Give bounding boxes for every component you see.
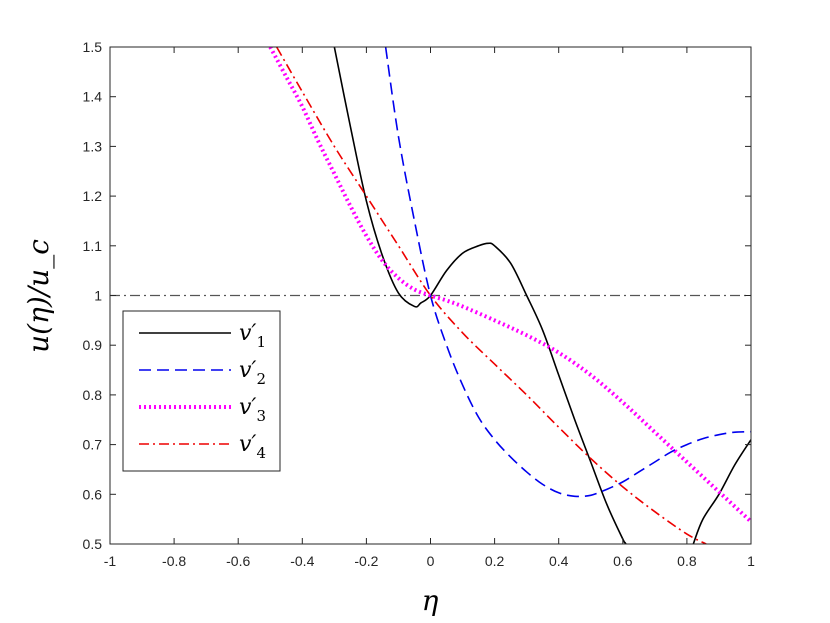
- x-tick-label: -0.4: [290, 553, 314, 569]
- y-tick-label: 1.2: [83, 188, 103, 204]
- series-line-2: [384, 47, 751, 498]
- series-line-3: [268, 47, 751, 524]
- y-tick-label: 0.7: [83, 437, 103, 453]
- legend-label-2: v′2: [239, 358, 266, 388]
- x-tick-label: 0.6: [613, 553, 633, 569]
- x-tick-label: 0: [427, 553, 435, 569]
- y-tick-label: 1.3: [83, 138, 103, 154]
- x-tick-label: -1: [104, 553, 117, 569]
- legend-label-4: v′4: [239, 432, 266, 462]
- y-tick-label: 1.4: [83, 89, 103, 105]
- x-tick-label: 0.4: [549, 553, 569, 569]
- series-layer: [268, 47, 751, 544]
- y-tick-label: 0.9: [83, 337, 103, 353]
- axes-layer: -1 -0.8 -0.6 -0.4 -0.2 0 0.2 0.4 0.6 0.8 1 0.5 0.6 0.…: [83, 39, 756, 569]
- legend: v′1 v′2 v′3 v′4: [122, 310, 281, 472]
- y-tick-label: 0.8: [83, 387, 103, 403]
- x-tick-label: 1: [747, 553, 755, 569]
- x-tick-label: 0.8: [677, 553, 697, 569]
- y-tick-label: 1.5: [83, 39, 103, 55]
- x-tick-label: 0.2: [485, 553, 505, 569]
- y-tick-label: 0.6: [83, 486, 103, 502]
- series-line-4: [275, 47, 707, 544]
- x-axis-title: η: [422, 584, 439, 617]
- y-tick-label: 1.1: [83, 238, 103, 254]
- y-tick-label: 0.5: [83, 536, 103, 552]
- x-tick-label: -0.2: [354, 553, 378, 569]
- y-axis-title: u(η)/u_c: [22, 239, 55, 353]
- legend-label-3: v′3: [239, 395, 266, 425]
- legend-label-1: v′1: [239, 321, 266, 351]
- series-line-1: [333, 47, 751, 544]
- x-tick-label: -0.8: [162, 553, 186, 569]
- y-tick-label: 1: [94, 288, 102, 304]
- x-tick-label: -0.6: [226, 553, 250, 569]
